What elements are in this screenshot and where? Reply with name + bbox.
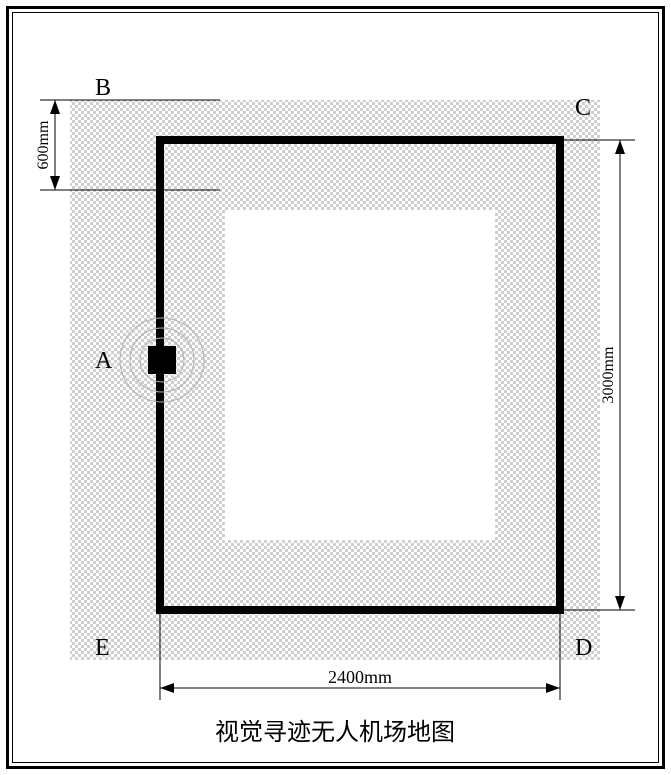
diagram-svg: 600mm 3000mm 2400mm A B C D E 视觉寻迹无人机场地图 xyxy=(0,0,671,775)
dim-3000-arrow-top xyxy=(615,140,625,154)
dim-3000-label: 3000mm xyxy=(600,346,617,403)
label-E: E xyxy=(95,635,110,661)
diagram-title: 视觉寻迹无人机场地图 xyxy=(215,719,455,746)
inner-clear-area xyxy=(225,210,495,540)
label-C: C xyxy=(575,95,591,121)
label-B: B xyxy=(95,75,111,101)
marker-square xyxy=(148,346,176,374)
dim-2400-arrow-left xyxy=(160,683,174,693)
dim-600-label: 600mm xyxy=(35,120,52,169)
label-A: A xyxy=(95,348,113,374)
dim-600-arrow-bot xyxy=(50,176,60,190)
label-D: D xyxy=(575,635,592,661)
dim-2400-arrow-right xyxy=(546,683,560,693)
dim-3000-arrow-bot xyxy=(615,596,625,610)
dim-2400-label: 2400mm xyxy=(328,667,392,687)
dim-600-arrow-top xyxy=(50,100,60,114)
